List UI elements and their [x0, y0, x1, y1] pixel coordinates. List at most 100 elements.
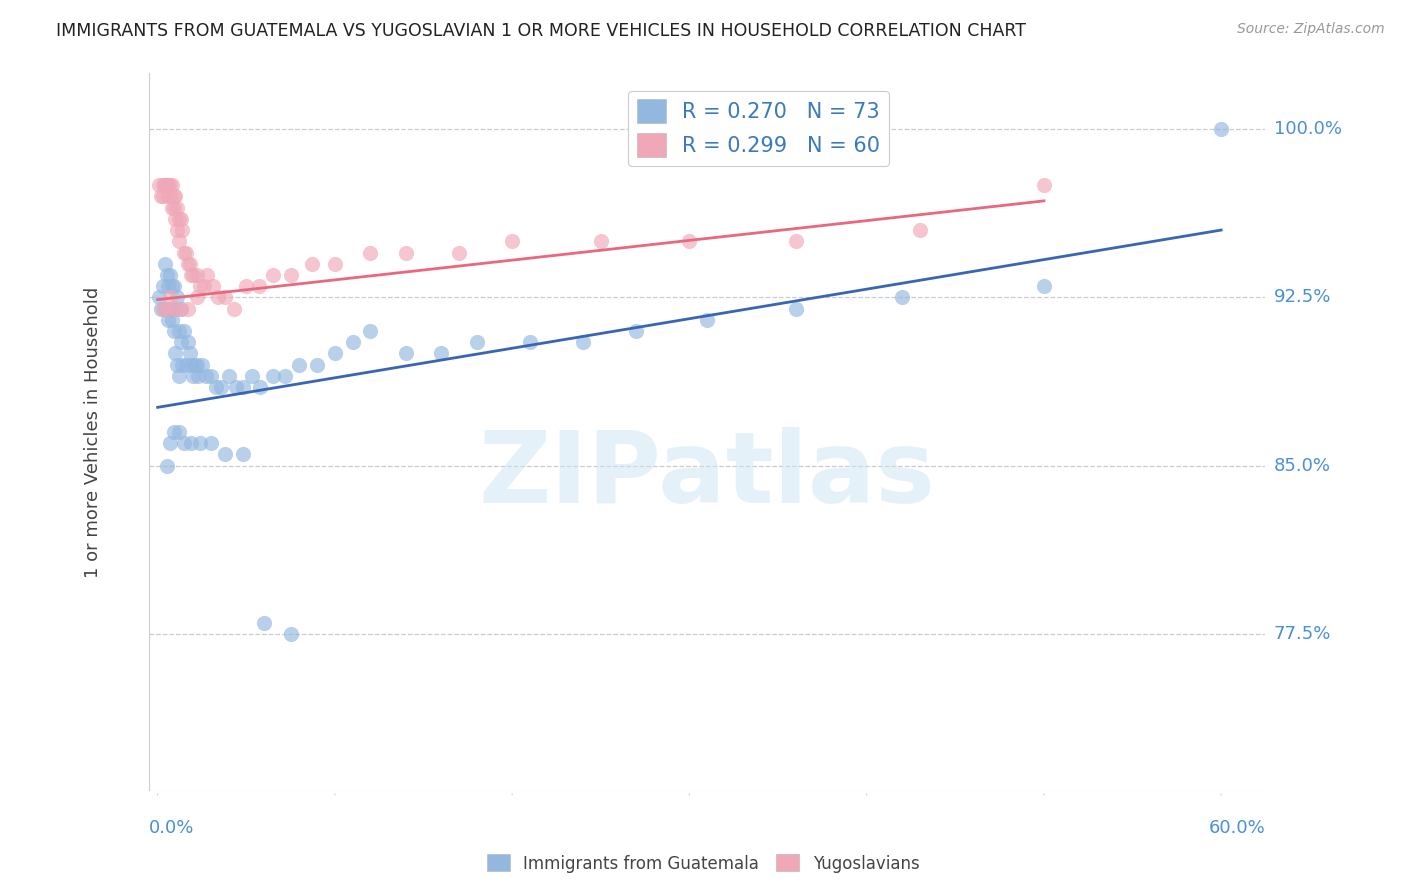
- Text: 60.0%: 60.0%: [1209, 819, 1265, 837]
- Point: [205, 380, 228, 394]
- Point: [274, 368, 297, 383]
- Point: [280, 268, 302, 282]
- Point: [214, 447, 236, 461]
- Point: [288, 358, 311, 372]
- Legend: Immigrants from Guatemala, Yugoslavians: Immigrants from Guatemala, Yugoslavians: [479, 847, 927, 880]
- Point: [180, 268, 202, 282]
- Point: [430, 346, 453, 360]
- Point: [785, 301, 807, 316]
- Point: [225, 380, 247, 394]
- Point: [572, 335, 595, 350]
- Point: [211, 380, 233, 394]
- Point: [235, 279, 257, 293]
- Point: [359, 324, 381, 338]
- Point: [157, 189, 180, 203]
- Point: [173, 245, 195, 260]
- Point: [177, 301, 200, 316]
- Point: [150, 189, 173, 203]
- Point: [193, 279, 215, 293]
- Text: ZIPatlas: ZIPatlas: [478, 426, 935, 524]
- Point: [162, 425, 184, 439]
- Point: [1032, 279, 1054, 293]
- Point: [165, 301, 187, 316]
- Point: [167, 425, 190, 439]
- Point: [159, 178, 181, 193]
- Point: [166, 358, 188, 372]
- Legend: R = 0.270   N = 73, R = 0.299   N = 60: R = 0.270 N = 73, R = 0.299 N = 60: [628, 91, 889, 166]
- Point: [159, 436, 181, 450]
- Point: [180, 436, 202, 450]
- Point: [160, 313, 183, 327]
- Point: [200, 436, 222, 450]
- Point: [218, 368, 240, 383]
- Point: [194, 368, 217, 383]
- Text: 85.0%: 85.0%: [1274, 457, 1331, 475]
- Point: [162, 324, 184, 338]
- Text: 92.5%: 92.5%: [1274, 288, 1331, 306]
- Point: [159, 268, 181, 282]
- Point: [153, 257, 176, 271]
- Point: [253, 615, 276, 630]
- Point: [173, 324, 195, 338]
- Point: [186, 268, 208, 282]
- Point: [785, 234, 807, 248]
- Text: 100.0%: 100.0%: [1274, 120, 1341, 138]
- Point: [177, 335, 200, 350]
- Point: [160, 178, 183, 193]
- Point: [232, 380, 254, 394]
- Point: [174, 358, 197, 372]
- Point: [172, 223, 194, 237]
- Point: [307, 358, 329, 372]
- Point: [222, 301, 245, 316]
- Point: [323, 257, 346, 271]
- Point: [165, 211, 187, 226]
- Point: [501, 234, 523, 248]
- Point: [301, 257, 323, 271]
- Point: [696, 313, 718, 327]
- Point: [170, 301, 193, 316]
- Text: 0.0%: 0.0%: [149, 819, 194, 837]
- Point: [247, 279, 270, 293]
- Point: [465, 335, 488, 350]
- Point: [184, 358, 207, 372]
- Point: [180, 358, 202, 372]
- Point: [148, 290, 170, 304]
- Point: [188, 279, 211, 293]
- Point: [170, 211, 193, 226]
- Point: [214, 290, 236, 304]
- Point: [187, 368, 209, 383]
- Point: [155, 268, 177, 282]
- Point: [177, 257, 200, 271]
- Point: [678, 234, 700, 248]
- Point: [342, 335, 364, 350]
- Point: [160, 201, 183, 215]
- Point: [170, 301, 193, 316]
- Point: [162, 201, 184, 215]
- Point: [262, 268, 284, 282]
- Point: [207, 290, 229, 304]
- Point: [153, 178, 176, 193]
- Point: [395, 346, 418, 360]
- Point: [157, 279, 180, 293]
- Point: [280, 627, 302, 641]
- Point: [155, 301, 177, 316]
- Point: [201, 279, 224, 293]
- Point: [152, 301, 174, 316]
- Point: [162, 189, 184, 203]
- Point: [148, 178, 170, 193]
- Point: [173, 436, 195, 450]
- Point: [165, 301, 187, 316]
- Point: [262, 368, 284, 383]
- Point: [150, 301, 173, 316]
- Point: [159, 301, 181, 316]
- Point: [166, 201, 188, 215]
- Point: [195, 268, 218, 282]
- Point: [589, 234, 612, 248]
- Point: [162, 279, 184, 293]
- Point: [155, 458, 177, 473]
- Point: [323, 346, 346, 360]
- Point: [447, 245, 470, 260]
- Point: [167, 324, 190, 338]
- Point: [181, 268, 204, 282]
- Point: [167, 368, 190, 383]
